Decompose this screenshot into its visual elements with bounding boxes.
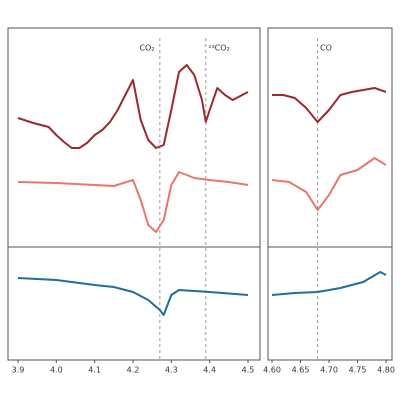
right-panel-frame bbox=[267, 27, 393, 361]
left-panel-frame bbox=[7, 27, 261, 361]
series-line bbox=[17, 64, 249, 149]
x-tick-label: 4.80 bbox=[377, 366, 395, 375]
x-tick-label: 4.60 bbox=[263, 366, 281, 375]
annotation: CO₂ bbox=[139, 44, 154, 53]
annotation: ¹³CO₂ bbox=[208, 44, 230, 53]
x-tick-label: 4.4 bbox=[203, 366, 216, 375]
x-tick-label: 4.65 bbox=[292, 366, 310, 375]
x-tick-label: 4.5 bbox=[242, 366, 255, 375]
x-tick-label: 3.9 bbox=[12, 366, 25, 375]
series-line bbox=[272, 87, 387, 123]
x-tick-label: 4.75 bbox=[349, 366, 367, 375]
x-tick-label: 4.70 bbox=[320, 366, 338, 375]
x-tick-label: 4.0 bbox=[50, 366, 63, 375]
series-line bbox=[17, 171, 249, 233]
series-line bbox=[271, 271, 387, 296]
annotation: CO bbox=[320, 44, 332, 53]
x-tick-label: 4.1 bbox=[88, 366, 101, 375]
x-tick-label: 4.2 bbox=[127, 366, 140, 375]
x-tick-label: 4.3 bbox=[165, 366, 178, 375]
series-line bbox=[17, 277, 249, 316]
series-line bbox=[271, 157, 387, 211]
